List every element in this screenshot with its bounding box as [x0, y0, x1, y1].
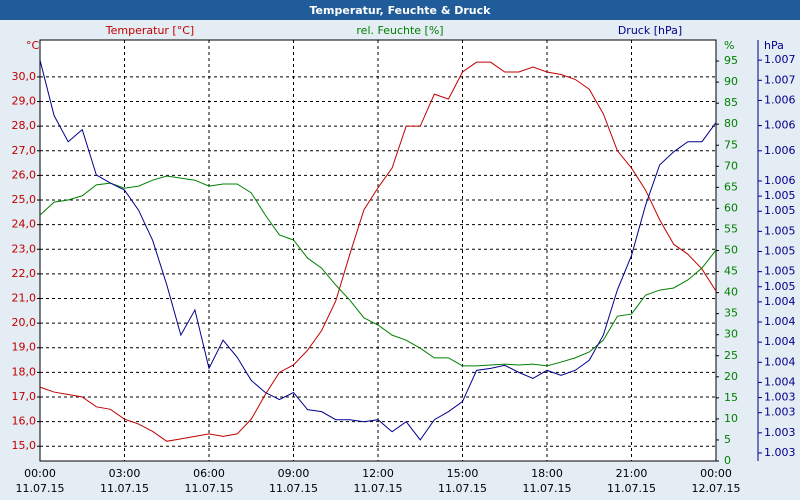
data-line — [39, 175, 717, 367]
x-tick-label: 03:00 11.07.15 — [100, 467, 149, 495]
x-tick-label: 18:00 11.07.15 — [522, 467, 572, 495]
y3-tick-label: 1.006 — [764, 119, 796, 132]
y-tick-label: 25,0 — [12, 193, 37, 206]
y-tick-label: 23,0 — [12, 242, 37, 255]
x-tick-label: 21:00 11.07.15 — [607, 467, 656, 495]
y2-tick-label: 10 — [724, 412, 738, 425]
y3-tick-label: 1.005 — [764, 280, 796, 293]
legend-entry: Druck [hPa] — [618, 24, 682, 37]
y2-tick-label: 55 — [724, 222, 738, 235]
y-tick-label: 16,0 — [12, 415, 37, 428]
y3-tick-label: 1.006 — [764, 144, 796, 157]
y2-tick-label: 25 — [724, 349, 738, 362]
y-tick-label: 18,0 — [12, 365, 37, 378]
y3-tick-label: 1.007 — [764, 73, 796, 86]
y3-tick-label: 1.005 — [764, 189, 796, 202]
chart-title: Temperatur, Feuchte & Druck — [310, 4, 492, 17]
y2-tick-label: 30 — [724, 328, 738, 341]
y3-axis-unit: hPa — [764, 39, 784, 52]
y-tick-label: 15,0 — [12, 439, 37, 452]
y2-tick-label: 20 — [724, 370, 738, 383]
y-tick-label: 19,0 — [12, 341, 37, 354]
y2-tick-label: 80 — [724, 117, 738, 130]
y-tick-label: 26,0 — [12, 168, 37, 181]
x-tick-label: 15:00 11.07.15 — [438, 467, 487, 495]
y3-tick-label: 1.005 — [764, 224, 796, 237]
y2-axis-unit: % — [724, 39, 734, 52]
y3-tick-label: 1.003 — [764, 426, 796, 439]
y2-tick-label: 75 — [724, 138, 738, 151]
y2-tick-label: 45 — [724, 265, 738, 278]
y3-tick-label: 1.004 — [764, 375, 796, 388]
y-tick-label: 21,0 — [12, 292, 37, 305]
y2-tick-label: 50 — [724, 244, 738, 257]
legend-entry: rel. Feuchte [%] — [356, 24, 443, 37]
y2-tick-label: 5 — [724, 433, 731, 446]
y3-tick-label: 1.004 — [764, 335, 796, 348]
y-axis-unit: °C — [26, 39, 40, 52]
y3-tick-label: 1.003 — [764, 391, 796, 404]
y2-tick-label: 15 — [724, 391, 738, 404]
y-tick-label: 29,0 — [12, 95, 37, 108]
y3-tick-label: 1.004 — [764, 355, 796, 368]
x-tick-label: 12:00 11.07.15 — [353, 467, 403, 495]
y3-tick-label: 1.004 — [764, 295, 796, 308]
y3-tick-label: 1.005 — [764, 265, 796, 278]
y3-tick-label: 1.007 — [764, 53, 796, 66]
y2-tick-label: 70 — [724, 159, 738, 172]
x-tick-label: 09:00 11.07.15 — [269, 467, 318, 495]
data-line — [39, 60, 717, 441]
y-tick-label: 20,0 — [12, 316, 37, 329]
y3-tick-label: 1.005 — [764, 245, 796, 258]
y2-tick-label: 0 — [724, 454, 731, 467]
y3-tick-label: 1.006 — [764, 93, 796, 106]
y-tick-label: 28,0 — [12, 119, 37, 132]
title-bar — [0, 0, 800, 20]
y2-tick-label: 90 — [724, 75, 738, 88]
y-tick-label: 30,0 — [12, 70, 37, 83]
y2-tick-label: 85 — [724, 96, 738, 109]
y2-tick-label: 95 — [724, 54, 738, 67]
y3-tick-label: 1.005 — [764, 204, 796, 217]
y-tick-label: 17,0 — [12, 390, 37, 403]
y2-tick-label: 60 — [724, 201, 738, 214]
y2-tick-label: 35 — [724, 307, 738, 320]
y-tick-label: 27,0 — [12, 144, 37, 157]
x-tick-label: 00:00 12.07.15 — [691, 467, 741, 495]
y3-tick-label: 1.004 — [764, 315, 796, 328]
y2-tick-label: 40 — [724, 286, 738, 299]
y-tick-label: 24,0 — [12, 218, 37, 231]
y3-tick-label: 1.003 — [764, 406, 796, 419]
x-tick-label: 06:00 11.07.15 — [184, 467, 234, 495]
data-line — [39, 61, 717, 442]
y3-tick-label: 1.006 — [764, 174, 796, 187]
y2-tick-label: 65 — [724, 180, 738, 193]
y3-tick-label: 1.003 — [764, 446, 796, 459]
legend-entry: Temperatur [°C] — [105, 24, 194, 37]
x-tick-label: 00:00 11.07.15 — [15, 467, 65, 495]
y-tick-label: 22,0 — [12, 267, 37, 280]
